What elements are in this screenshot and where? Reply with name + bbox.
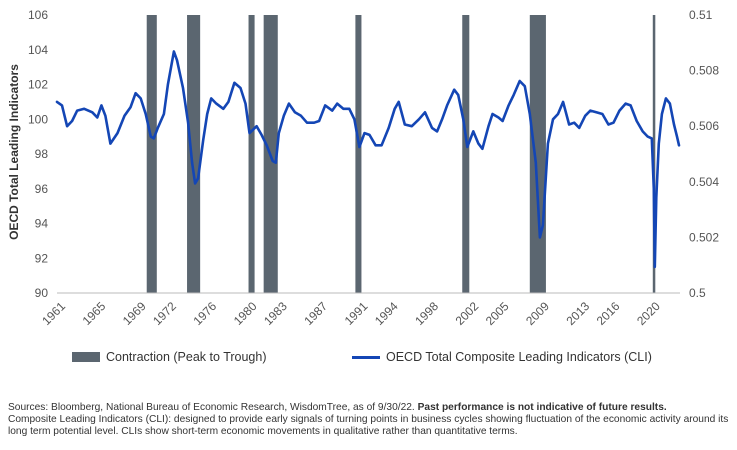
legend-label-cli: OECD Total Composite Leading Indicators … [386, 350, 652, 364]
recession-bar-8 [652, 15, 656, 293]
x-tick-label: 1972 [150, 299, 179, 328]
y-tick-label: 102 [28, 78, 48, 92]
x-tick-label: 1965 [80, 299, 109, 328]
definition-note: Composite Leading Indicators (CLI): desi… [8, 414, 729, 438]
recession-bar-6 [462, 15, 470, 293]
legend-swatch-contraction [72, 352, 100, 362]
x-tick-label: 1998 [412, 299, 441, 328]
y-tick-label: 100 [28, 112, 48, 126]
recession-bar-3 [248, 15, 255, 293]
sources-note: Sources: Bloomberg, National Bureau of E… [8, 402, 730, 414]
legend-item-cli: OECD Total Composite Leading Indicators … [352, 350, 652, 364]
x-tick-label: 2002 [453, 299, 482, 328]
y-tick-label: 98 [35, 147, 49, 161]
recession-bars [146, 15, 656, 293]
y2-tick-label: 0.502 [689, 230, 719, 244]
recession-bar-1 [146, 15, 157, 293]
legend: Contraction (Peak to Trough) OECD Total … [0, 350, 737, 366]
x-tick-label: 1961 [39, 299, 68, 328]
x-tick-label: 2005 [483, 299, 512, 328]
y2-tick-label: 0.504 [689, 175, 719, 189]
y-tick-label: 96 [35, 182, 49, 196]
x-tick-label: 2013 [563, 299, 592, 328]
x-tick-label: 1991 [342, 299, 371, 328]
x-tick-label: 2016 [594, 299, 623, 328]
recession-bar-2 [187, 15, 201, 293]
x-axis-ticks: 1961 1965 1969 1972 1976 1980 1983 1987 1991 1994… [39, 299, 663, 328]
legend-swatch-cli [352, 355, 380, 359]
recession-bar-7 [529, 15, 546, 293]
y2-tick-label: 0.506 [689, 119, 719, 133]
cli-series-line [55, 50, 681, 269]
disclaimer-text: Past performance is not indicative of fu… [417, 402, 667, 413]
x-tick-label: 2009 [523, 299, 552, 328]
y-axis-title: OECD Total Leading Indicators [7, 64, 21, 240]
legend-label-contraction: Contraction (Peak to Trough) [106, 350, 267, 364]
y2-tick-label: 0.51 [689, 8, 713, 22]
x-tick-label: 1976 [190, 299, 219, 328]
x-tick-label: 2020 [634, 299, 663, 328]
left-axis-ticks: 106 104 102 100 98 96 94 92 90 [28, 8, 48, 300]
x-tick-label: 1980 [231, 299, 260, 328]
y-tick-label: 92 [35, 251, 49, 265]
y2-tick-label: 0.508 [689, 64, 719, 78]
footnotes: Sources: Bloomberg, National Bureau of E… [8, 402, 730, 439]
sources-text: Sources: Bloomberg, National Bureau of E… [8, 402, 415, 413]
y-tick-label: 94 [35, 217, 49, 231]
x-tick-label: 1969 [120, 299, 149, 328]
y2-tick-label: 0.5 [689, 286, 706, 300]
x-tick-label: 1983 [261, 299, 290, 328]
cli-line-group [55, 50, 681, 269]
y-tick-label: 106 [28, 8, 48, 22]
right-axis-ticks: 0.51 0.508 0.506 0.504 0.502 0.5 [689, 8, 719, 300]
legend-item-contraction: Contraction (Peak to Trough) [72, 350, 267, 364]
y-tick-label: 90 [35, 286, 49, 300]
y-tick-label: 104 [28, 43, 48, 57]
recession-bar-5 [355, 15, 362, 293]
x-tick-label: 1994 [372, 299, 401, 328]
x-tick-label: 1987 [301, 299, 330, 328]
